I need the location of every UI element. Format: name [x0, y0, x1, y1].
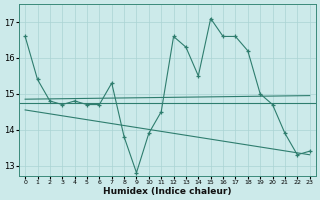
X-axis label: Humidex (Indice chaleur): Humidex (Indice chaleur)	[103, 187, 232, 196]
